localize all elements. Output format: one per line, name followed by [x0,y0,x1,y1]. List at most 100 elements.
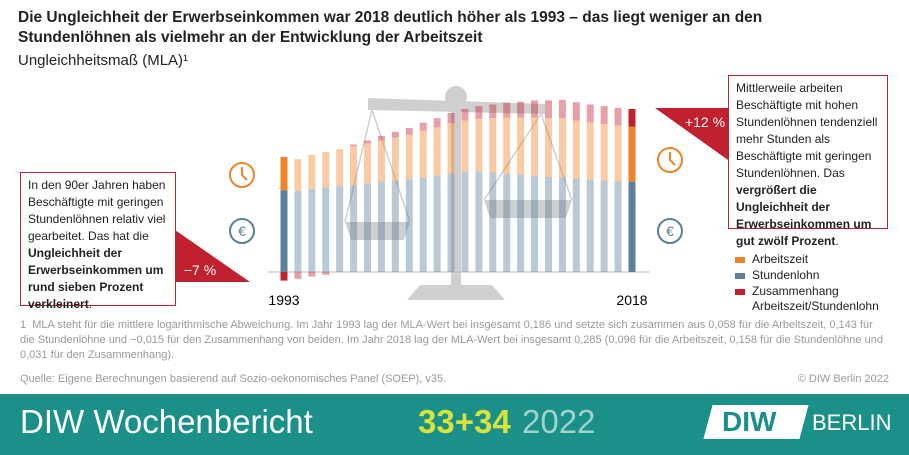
bar-segment [628,181,636,272]
legend-label: Stundenlohn [752,268,820,282]
bar-segment [405,134,413,180]
bar-segment [489,104,497,119]
bar-segment [419,130,427,178]
annotation-box: Mittlerweile arbeiten Beschäftigte mit h… [728,75,888,248]
bar-segment [572,120,580,179]
bar-segment [433,175,441,272]
bar-segment [308,272,316,277]
bar-segment [503,173,511,272]
logo-text: DIW [722,406,777,437]
x-tick-label: 1993 [268,292,299,308]
bar-segment [489,118,497,173]
bar-segment [461,120,469,172]
bar-segment [461,109,469,121]
legend-label: Arbeitszeit [752,252,809,266]
bar-segment [308,189,316,272]
bar-segment [391,137,399,181]
bar-segment [377,135,385,141]
bar-segment [600,123,608,181]
scale-illustration [344,86,573,300]
bar-segment [614,181,622,272]
chart-title: Die Ungleichheit der Erwerbseinkommen wa… [18,9,763,46]
bar-segment [614,107,622,126]
bar-segment [294,159,302,191]
bar-segment [322,272,330,275]
bar-segment [475,106,483,119]
bar-segment [447,123,455,174]
legend-label: Zusammenhang Arbeitszeit/Stundenlohn [752,284,879,313]
legend-entry: Arbeitszeit [735,252,882,267]
bar-segment [364,183,372,272]
bar-segment [531,100,539,118]
bar-segment [600,106,608,124]
bar-segment [308,154,316,190]
bar-segment [350,144,358,147]
annotation-text: vergrößert die Ungleichheit der Erwerbse… [736,183,872,248]
x-tick-label: 2018 [616,292,647,308]
bar-segment [572,102,580,121]
bar-segment [377,181,385,272]
footnote-text: MLA steht für die mittlere logarithmisch… [20,319,883,361]
bar-segment [336,149,344,187]
annotation-label: −7 % [184,262,216,278]
bar-segment [364,143,372,184]
annotation-text: In den 90er Jahren haben Beschäftigte mi… [28,178,166,243]
annotation-arrow [655,108,728,160]
bar-segment [475,171,483,272]
publication: DIW Wochenbericht [20,403,313,440]
legend-swatch [735,257,745,263]
annotation-text: . [835,234,839,248]
bar-segment [586,179,594,272]
footnote: 1 MLA steht für die mittlere logarithmis… [20,318,890,363]
bar-segment [628,126,636,182]
chart-subtitle: Ungleichheitsmaß (MLA)¹ [18,52,189,69]
bar-segment [531,175,539,272]
bar-segment [614,125,622,182]
annotation-text: Ungleichheit der Erwerbseinkommen um run… [28,246,164,311]
bar-segment [350,146,358,186]
issue: 33+34 [418,403,511,440]
bar-segment [322,151,330,188]
annotation-label: +12 % [685,114,725,130]
svg-text:€: € [666,223,674,239]
bar-segment [517,117,525,175]
bar-segment [364,140,372,144]
year: 2022 [522,403,596,440]
copyright: © DIW Berlin 2022 [797,373,889,385]
bar-segment [280,272,288,281]
logo-text: BERLIN [812,410,892,435]
bar-segment [294,190,302,272]
source: Quelle: Eigene Berechnungen basierend au… [20,373,447,385]
legend-swatch [735,289,745,295]
bar-segment [280,157,288,191]
bar-segment [336,186,344,272]
bar-segment [544,118,552,178]
bar-segment [447,173,455,272]
annotation-box: In den 90er Jahren haben Beschäftigte mi… [20,172,176,311]
footnote-marker: 1 [20,319,27,331]
bar-segment [558,99,566,119]
bar-segment [419,177,427,272]
bar-segment [294,272,302,279]
bar-segment [433,118,441,128]
legend-entry: Stundenlohn [735,268,882,283]
icons: € € [229,147,683,244]
bar-segment [517,174,525,272]
bar-segment [531,117,539,176]
bar-segment [586,122,594,180]
legend-entry: Zusammenhang Arbeitszeit/Stundenlohn [735,284,902,314]
bar-segment [447,113,455,124]
bar-segment [544,100,552,119]
bar-segment [558,118,566,178]
bar-segment [350,185,358,272]
legend-swatch [735,273,745,279]
bar-segment [503,117,511,174]
bar-segment [419,122,427,131]
svg-text:€: € [238,223,246,239]
bar-segment [586,104,594,123]
bar-segment [628,109,636,127]
bar-segment [558,177,566,272]
bar-segment [433,127,441,176]
bar-segment [391,131,399,138]
